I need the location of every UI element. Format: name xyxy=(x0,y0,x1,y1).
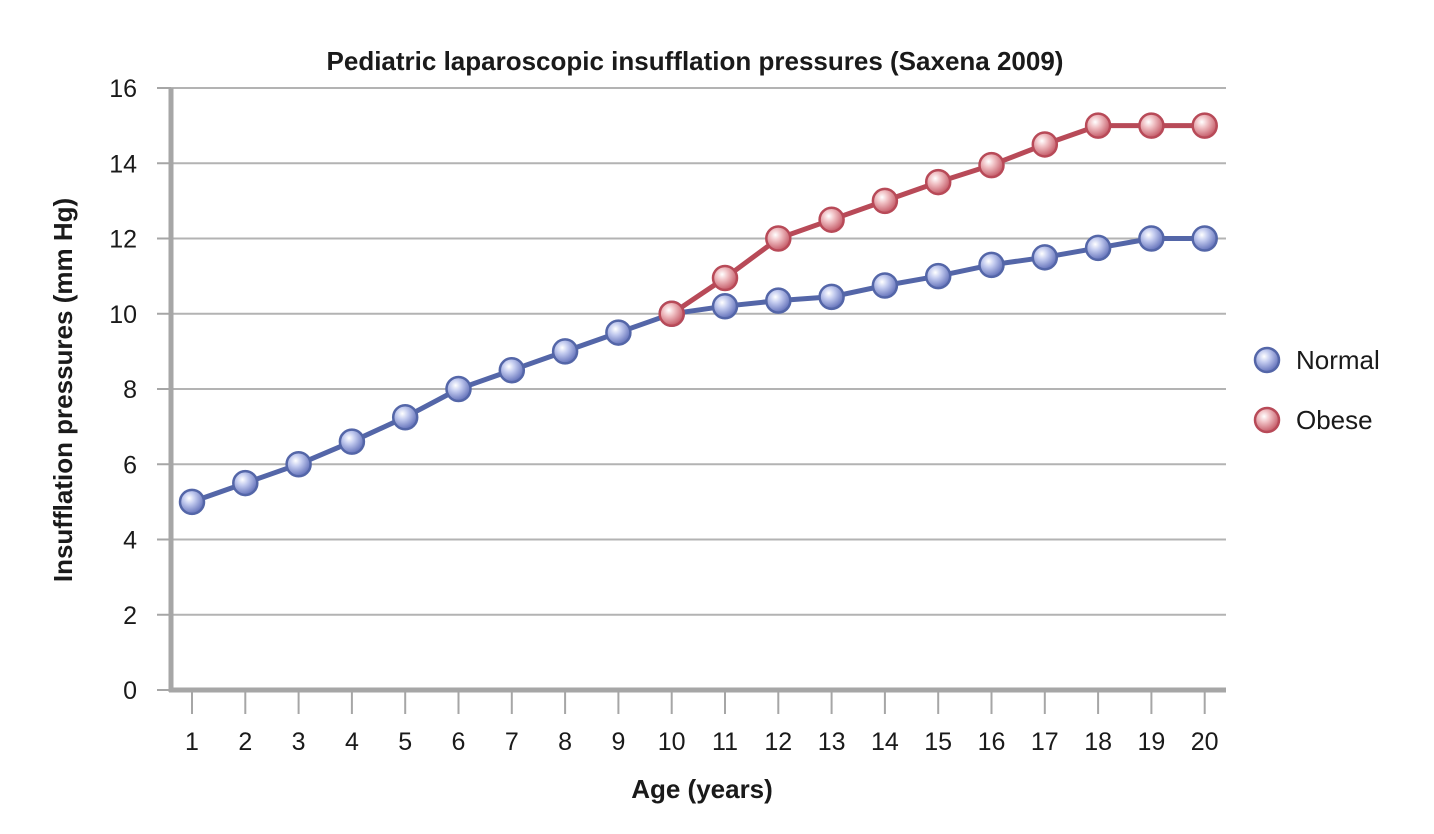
point-normal-8 xyxy=(551,338,579,365)
point-normal-1 xyxy=(178,488,206,516)
point-obese-11 xyxy=(711,264,739,292)
point-obese-12 xyxy=(765,225,792,252)
x-tick-label-18: 18 xyxy=(1084,728,1112,756)
y-tick-label-8: 8 xyxy=(123,376,137,404)
point-obese-16 xyxy=(978,151,1005,179)
chart-title: Pediatric laparoscopic insufflation pres… xyxy=(327,46,1064,76)
x-tick-label-3: 3 xyxy=(292,728,306,756)
series-line-normal xyxy=(191,236,1205,505)
y-tick-label-10: 10 xyxy=(109,301,137,329)
legend-label-normal: Normal xyxy=(1296,345,1380,375)
axes xyxy=(157,87,1226,714)
point-normal-5 xyxy=(391,403,419,431)
point-obese-18 xyxy=(1084,112,1112,139)
y-axis-title: Insufflation pressures (mm Hg) xyxy=(48,198,78,582)
point-normal-2 xyxy=(232,469,259,497)
x-tick-label-8: 8 xyxy=(558,728,572,756)
legend-marker-obese xyxy=(1253,406,1281,434)
point-normal-17 xyxy=(1031,244,1059,271)
x-tick-label-7: 7 xyxy=(505,728,519,756)
point-obese-19 xyxy=(1138,112,1165,139)
point-obese-10 xyxy=(658,300,685,327)
x-tick-label-11: 11 xyxy=(712,728,738,756)
x-tick-label-13: 13 xyxy=(818,728,846,756)
x-tick-label-14: 14 xyxy=(871,728,899,756)
point-obese-20 xyxy=(1191,112,1218,139)
y-tick-label-2: 2 xyxy=(123,602,137,630)
legend: Normal Obese xyxy=(1253,345,1380,435)
x-tick-labels: 1 2 3 4 5 6 7 8 9 10 11 12 13 14 15 16 17 18 19 20 xyxy=(185,728,1219,756)
x-tick-label-1: 1 xyxy=(185,728,199,756)
x-tick-label-15: 15 xyxy=(924,728,952,756)
y-tick-label-6: 6 xyxy=(123,451,137,479)
x-tick-label-17: 17 xyxy=(1031,728,1059,756)
point-normal-14 xyxy=(871,272,899,299)
point-normal-15 xyxy=(924,262,952,290)
point-normal-12 xyxy=(765,287,792,314)
point-normal-3 xyxy=(285,451,312,478)
x-tick-label-12: 12 xyxy=(764,728,792,756)
y-tick-label-4: 4 xyxy=(123,527,137,555)
x-tick-label-6: 6 xyxy=(452,728,466,756)
point-obese-14 xyxy=(871,187,899,215)
x-tick-label-4: 4 xyxy=(345,728,359,756)
x-tick-label-19: 19 xyxy=(1137,728,1165,756)
point-normal-19 xyxy=(1138,225,1165,252)
x-tick-label-5: 5 xyxy=(398,728,412,756)
point-normal-11 xyxy=(711,292,739,320)
y-tick-labels: 0 2 4 6 8 10 12 14 16 xyxy=(109,75,137,705)
point-obese-15 xyxy=(924,168,952,196)
point-normal-16 xyxy=(978,251,1005,279)
legend-label-obese: Obese xyxy=(1296,405,1373,435)
x-tick-label-10: 10 xyxy=(658,728,686,756)
point-normal-6 xyxy=(445,375,472,403)
point-normal-7 xyxy=(498,356,526,384)
y-tick-label-0: 0 xyxy=(123,677,137,705)
point-obese-17 xyxy=(1031,131,1059,158)
point-normal-18 xyxy=(1084,234,1112,262)
point-obese-13 xyxy=(818,206,845,233)
x-tick-label-9: 9 xyxy=(611,728,625,756)
point-normal-20 xyxy=(1191,225,1218,252)
x-axis-title: Age (years) xyxy=(631,774,773,804)
x-tick-label-2: 2 xyxy=(238,728,252,756)
x-tick-label-20: 20 xyxy=(1191,728,1219,756)
y-tick-label-14: 14 xyxy=(109,150,137,178)
x-tick-label-16: 16 xyxy=(978,728,1006,756)
legend-marker-normal xyxy=(1253,346,1281,374)
point-normal-4 xyxy=(338,428,366,455)
series xyxy=(178,112,1218,516)
y-tick-label-12: 12 xyxy=(109,226,137,254)
gridlines xyxy=(171,87,1226,616)
point-normal-13 xyxy=(818,283,845,311)
point-normal-9 xyxy=(605,319,632,346)
y-tick-label-16: 16 xyxy=(109,75,137,103)
